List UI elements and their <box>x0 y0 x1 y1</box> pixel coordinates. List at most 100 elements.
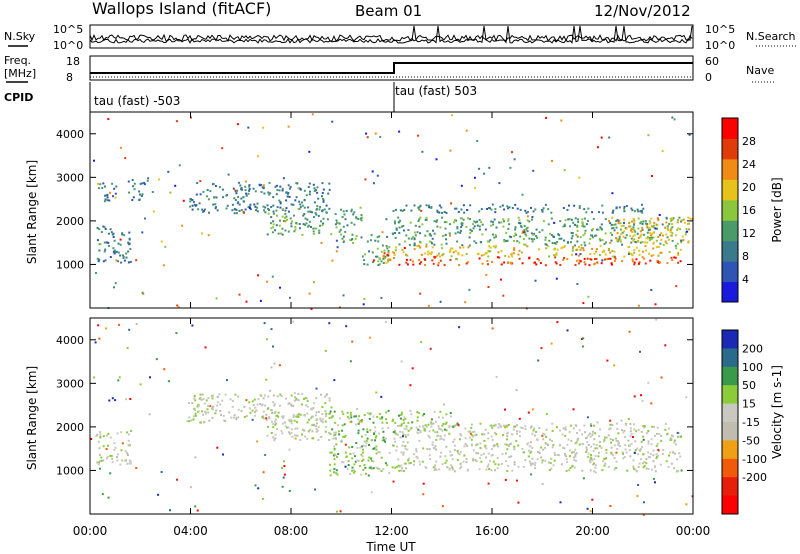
data-cell <box>609 438 612 441</box>
data-cell <box>568 431 571 433</box>
data-cell <box>245 300 248 303</box>
data-cell <box>448 223 451 226</box>
data-cell <box>327 192 330 195</box>
data-cell <box>562 207 565 209</box>
data-cell <box>297 399 300 402</box>
data-cell <box>177 306 180 309</box>
data-cell <box>202 190 205 193</box>
data-cell <box>256 403 259 406</box>
data-cell <box>401 431 404 434</box>
data-cell <box>199 193 202 196</box>
data-cell <box>469 228 472 231</box>
data-cell <box>114 192 117 195</box>
data-cell <box>288 431 291 434</box>
data-cell <box>334 223 337 226</box>
data-cell <box>461 244 464 247</box>
data-cell <box>528 449 530 452</box>
data-cell <box>628 449 631 452</box>
data-cell <box>328 417 331 419</box>
data-cell <box>393 257 395 259</box>
data-cell <box>625 227 628 230</box>
data-cell <box>599 239 602 242</box>
data-cell <box>366 263 369 266</box>
data-cell <box>212 405 214 408</box>
data-cell <box>606 258 609 261</box>
data-cell <box>208 419 211 422</box>
data-cell <box>373 259 375 262</box>
data-cell <box>349 414 352 417</box>
data-cell <box>242 211 245 213</box>
data-cell <box>617 432 620 435</box>
data-cell <box>455 219 457 222</box>
data-cell <box>265 417 268 420</box>
data-cell <box>192 418 195 421</box>
data-cell <box>653 466 656 469</box>
data-cell <box>512 252 515 255</box>
data-cell <box>551 440 553 442</box>
data-cell <box>436 254 439 257</box>
data-cell <box>100 231 103 233</box>
data-cell <box>321 209 324 212</box>
data-cell <box>618 238 621 240</box>
data-cell <box>247 126 250 129</box>
data-cell <box>335 443 338 446</box>
data-cell <box>575 253 578 256</box>
data-cell <box>131 179 134 181</box>
data-cell <box>503 208 506 211</box>
data-cell <box>303 189 306 192</box>
data-cell <box>100 456 103 459</box>
data-cell <box>673 118 676 121</box>
data-cell <box>359 446 362 449</box>
data-cell <box>642 425 645 427</box>
data-cell <box>585 446 588 449</box>
data-cell <box>670 227 673 230</box>
data-cell <box>423 428 426 431</box>
data-cell <box>650 402 653 405</box>
data-cell <box>533 427 536 430</box>
data-cell <box>251 409 254 412</box>
data-cell <box>421 460 424 463</box>
data-cell <box>438 468 441 471</box>
data-cell <box>369 413 372 416</box>
data-cell <box>640 220 643 223</box>
data-cell <box>369 336 371 339</box>
data-cell <box>651 425 654 428</box>
data-cell <box>466 469 469 472</box>
y-tick-label: 4000 <box>56 334 84 347</box>
data-cell <box>252 187 255 190</box>
data-cell <box>611 424 614 426</box>
data-cell <box>499 424 502 427</box>
data-cell <box>105 241 108 244</box>
data-cell <box>541 459 544 462</box>
data-cell <box>647 381 650 384</box>
data-cell <box>527 442 530 445</box>
data-cell <box>530 473 533 476</box>
data-cell <box>188 420 190 423</box>
data-cell <box>647 442 650 445</box>
data-cell <box>375 445 378 448</box>
data-cell <box>658 214 661 216</box>
data-cell <box>449 415 452 418</box>
data-cell <box>193 407 196 410</box>
data-cell <box>272 210 275 213</box>
data-cell <box>613 229 616 232</box>
data-cell <box>545 436 548 438</box>
data-cell <box>366 431 369 433</box>
data-cell <box>318 231 321 234</box>
data-cell <box>439 435 442 438</box>
data-cell <box>589 469 592 472</box>
noise-right-tick-top: 10^5 <box>705 23 735 36</box>
data-cell <box>449 450 452 453</box>
data-cell <box>187 402 190 404</box>
data-cell <box>244 180 247 183</box>
data-cell <box>589 253 592 255</box>
data-cell <box>102 459 105 462</box>
data-cell <box>211 397 214 400</box>
data-cell <box>609 419 612 422</box>
data-cell <box>175 120 178 123</box>
data-cell <box>525 234 528 237</box>
data-cell <box>486 208 488 210</box>
data-cell <box>324 430 327 433</box>
data-cell <box>95 272 97 274</box>
data-cell <box>612 211 614 214</box>
